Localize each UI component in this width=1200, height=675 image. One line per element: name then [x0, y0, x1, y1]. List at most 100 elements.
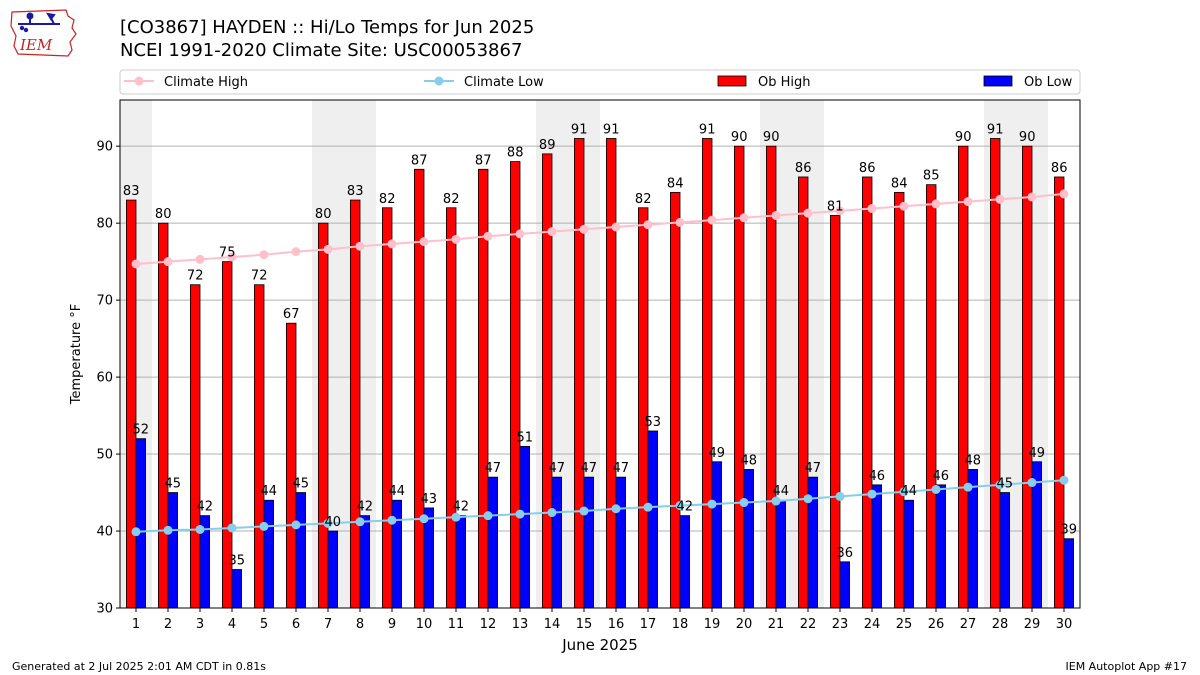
- iem-logo: IEM: [10, 9, 77, 57]
- ob-low-bar-28: [999, 492, 1011, 609]
- ob-low-bar-19: [711, 461, 723, 609]
- ob-low-label-12: 47: [485, 461, 502, 476]
- ob-high-bar-11: [445, 207, 457, 609]
- ob-low-bar-2: [167, 492, 179, 609]
- ob-high-bar-6: [285, 322, 297, 609]
- ob-low-label-22: 47: [805, 461, 822, 476]
- climate-low-point-8: [355, 517, 365, 527]
- ob-low-label-16: 47: [613, 461, 630, 476]
- ob-high-label-10: 87: [411, 153, 428, 168]
- x-tick-label-2: 2: [164, 617, 172, 632]
- x-tick-label-21: 21: [768, 617, 785, 632]
- climate-high-point-19: [707, 215, 717, 225]
- x-tick-label-12: 12: [480, 617, 497, 632]
- climate-low-point-22: [803, 494, 813, 504]
- ob-low-label-26: 46: [933, 469, 950, 484]
- ob-high-bar-2: [157, 222, 169, 609]
- x-tick-label-24: 24: [864, 617, 881, 632]
- ob-low-label-23: 36: [837, 546, 854, 561]
- x-tick-label-6: 6: [292, 617, 300, 632]
- ob-low-label-7: 40: [325, 515, 342, 530]
- x-tick-label-5: 5: [260, 617, 268, 632]
- climate-high-point-30: [1059, 189, 1069, 199]
- climate-high-point-2: [163, 257, 173, 267]
- x-tick-label-18: 18: [672, 617, 689, 632]
- ob-low-label-24: 46: [869, 469, 886, 484]
- data-labels: 83 80 72 75 72 67 80 83 82 87 82 87 88 89 91 91 82 84 91 90…: [123, 122, 1077, 568]
- ob-high-label-30: 86: [1051, 161, 1068, 176]
- x-tick-label-20: 20: [736, 617, 753, 632]
- climate-low-point-29: [1027, 478, 1037, 488]
- ob-high-label-28: 91: [987, 122, 1004, 137]
- x-tick-label-9: 9: [388, 617, 396, 632]
- x-tick-label-14: 14: [544, 617, 561, 632]
- x-tick-label-4: 4: [228, 617, 236, 632]
- logo-text: IEM: [19, 36, 53, 54]
- climate-high-point-16: [611, 222, 621, 232]
- chart-subtitle: NCEI 1991-2020 Climate Site: USC00053867: [120, 40, 523, 61]
- climate-low-point-23: [835, 491, 845, 501]
- ob-low-label-18: 42: [677, 500, 694, 515]
- ob-high-label-8: 83: [347, 184, 364, 199]
- climate-low-point-30: [1059, 475, 1069, 485]
- climate-low-point-21: [771, 496, 781, 506]
- climate-low-point-9: [387, 515, 397, 525]
- ob-high-label-29: 90: [1019, 130, 1036, 145]
- x-axis-label: June 2025: [561, 636, 638, 654]
- climate-low-point-17: [643, 502, 653, 512]
- climate-high-point-1: [131, 259, 141, 269]
- climate-high-point-21: [771, 210, 781, 220]
- x-tick-label-10: 10: [416, 617, 433, 632]
- climate-high-point-17: [643, 220, 653, 230]
- ob-low-label-30: 39: [1061, 523, 1078, 538]
- ob-low-bar-14: [551, 476, 563, 609]
- climate-high-point-9: [387, 239, 397, 249]
- ob-high-bar-17: [638, 207, 649, 609]
- y-axis-label: Temperature °F: [69, 304, 84, 405]
- climate-high-point-7: [323, 244, 333, 254]
- climate-high-point-29: [1027, 192, 1037, 202]
- ob-high-bar-9: [381, 207, 393, 609]
- ob-high-bar-10: [413, 168, 425, 609]
- climate-low-point-26: [931, 484, 941, 494]
- climate-high-point-27: [963, 197, 973, 207]
- ob-low-bar-12: [487, 476, 499, 609]
- ob-high-label-24: 86: [859, 161, 876, 176]
- climate-high-point-12: [483, 231, 493, 241]
- y-tick-label-50: 50: [96, 448, 113, 463]
- y-tick-label-90: 90: [96, 140, 113, 155]
- climate-low-point-14: [547, 508, 557, 518]
- x-tick-label-3: 3: [196, 617, 204, 632]
- climate-high-point-23: [835, 206, 845, 216]
- ob-high-bar-28: [990, 138, 1001, 609]
- ob-high-label-11: 82: [443, 192, 460, 207]
- weather-station-icon: [18, 12, 60, 33]
- ob-high-bar-19: [702, 138, 713, 609]
- ob-high-label-27: 90: [955, 130, 972, 145]
- ob-low-bar-20: [743, 469, 755, 609]
- x-tick-label-15: 15: [576, 617, 593, 632]
- climate-high-point-28: [995, 194, 1005, 204]
- ob-high-label-22: 86: [795, 161, 812, 176]
- climate-high-point-3: [195, 254, 205, 264]
- climate-low-point-20: [739, 498, 749, 508]
- ob-low-label-13: 51: [517, 430, 534, 445]
- ob-high-label-14: 89: [539, 138, 556, 153]
- legend-ob-high-label: Ob High: [758, 75, 811, 90]
- legend-ob-low-swatch: [983, 75, 1013, 87]
- ob-high-label-2: 80: [155, 207, 172, 222]
- climate-low-point-6: [291, 520, 301, 530]
- ob-high-label-4: 75: [219, 246, 236, 261]
- ob-low-bar-1: [135, 438, 147, 609]
- climate-low-point-5: [259, 521, 269, 531]
- x-tick-label-17: 17: [640, 617, 657, 632]
- climate-high-line: [135, 192, 1065, 265]
- climate-high-point-8: [355, 241, 365, 251]
- ob-low-bar-5: [263, 499, 275, 609]
- ob-low-label-1: 52: [133, 423, 150, 438]
- y-tick-label-70: 70: [96, 294, 113, 309]
- ob-high-label-26: 85: [923, 169, 940, 184]
- ob-low-bar-8: [359, 515, 371, 609]
